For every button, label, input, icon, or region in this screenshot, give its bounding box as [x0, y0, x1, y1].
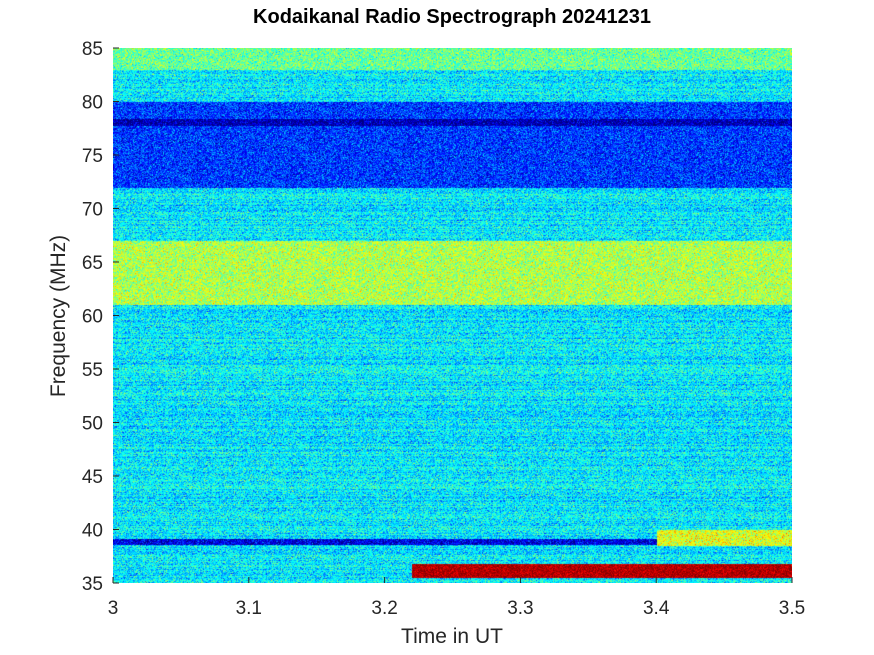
x-axis-label: Time in UT [401, 625, 503, 648]
y-tick-label: 40 [82, 521, 103, 542]
y-tick-label: 70 [82, 200, 103, 221]
y-tick-label: 35 [82, 574, 103, 595]
y-tick-label: 75 [82, 146, 103, 167]
y-tick-label: 45 [82, 467, 103, 488]
y-axis-label: Frequency (MHz) [47, 235, 70, 397]
x-tick-label: 3.4 [643, 598, 670, 619]
x-tick-label: 3.5 [779, 598, 805, 619]
y-tick-label: 50 [82, 414, 103, 435]
y-axis-ticks: 35 40 45 50 55 60 65 70 75 80 85 [82, 39, 119, 595]
plot-area [113, 48, 792, 583]
x-tick-label: 3 [108, 598, 119, 619]
y-tick-label: 60 [82, 307, 103, 328]
chart-title: Kodaikanal Radio Spectrograph 20241231 [253, 6, 651, 28]
y-tick-label: 65 [82, 253, 103, 274]
spectrogram-heatmap [113, 48, 792, 583]
y-tick-label: 85 [82, 39, 103, 60]
y-tick-label: 55 [82, 360, 103, 381]
y-tick-label: 80 [82, 93, 103, 114]
x-axis-ticks: 3 3.1 3.2 3.3 3.4 3.5 [108, 577, 805, 619]
x-tick-label: 3.1 [236, 598, 262, 619]
x-tick-label: 3.2 [371, 598, 397, 619]
x-tick-label: 3.3 [507, 598, 533, 619]
